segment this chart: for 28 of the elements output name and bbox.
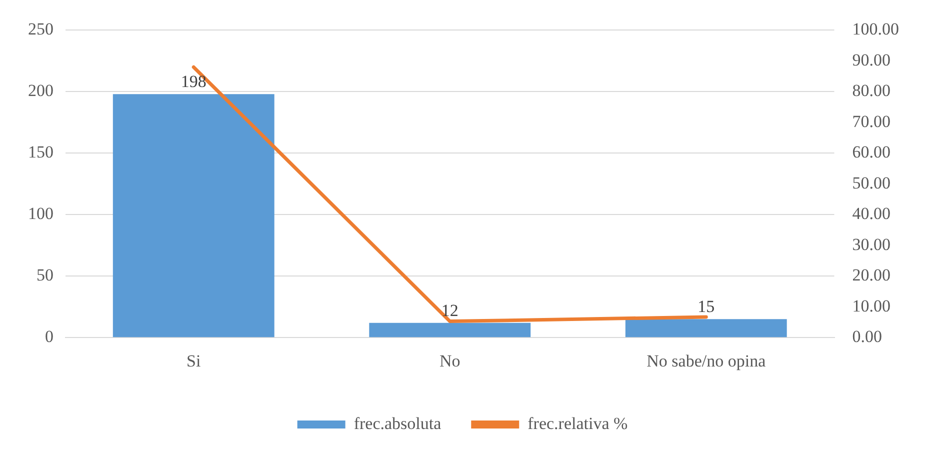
legend-label: frec.relativa % (528, 414, 628, 433)
data-label: 12 (441, 300, 458, 320)
data-label: 15 (698, 297, 715, 316)
bar (112, 94, 274, 338)
data-label: 198 (180, 72, 206, 92)
y2-tick-label: 0.00 (852, 327, 882, 346)
y2-tick-label: 80.00 (852, 81, 890, 100)
y2-tick-label: 50.00 (852, 173, 890, 192)
x-tick-label: No sabe/no opina (646, 351, 766, 370)
y-tick-label: 0 (45, 327, 54, 346)
y-tick-label: 200 (28, 81, 54, 100)
x-tick-label: Si (186, 351, 201, 370)
x-tick-label: No (439, 351, 460, 370)
y2-tick-label: 100.00 (852, 20, 899, 39)
bar (625, 319, 787, 338)
y2-tick-label: 20.00 (852, 266, 890, 285)
y2-tick-label: 60.00 (852, 142, 890, 162)
y-tick-label: 250 (28, 20, 54, 39)
y2-tick-label: 70.00 (852, 112, 890, 131)
y-tick-label: 50 (36, 266, 54, 285)
y2-tick-label: 10.00 (852, 296, 890, 316)
y-tick-label: 100 (28, 204, 54, 224)
y2-tick-label: 90.00 (852, 50, 890, 70)
y2-tick-label: 40.00 (852, 204, 890, 224)
bar (369, 322, 531, 338)
legend-label: frec.absoluta (354, 414, 442, 433)
y-tick-label: 150 (28, 142, 54, 162)
y2-tick-label: 30.00 (852, 234, 890, 254)
